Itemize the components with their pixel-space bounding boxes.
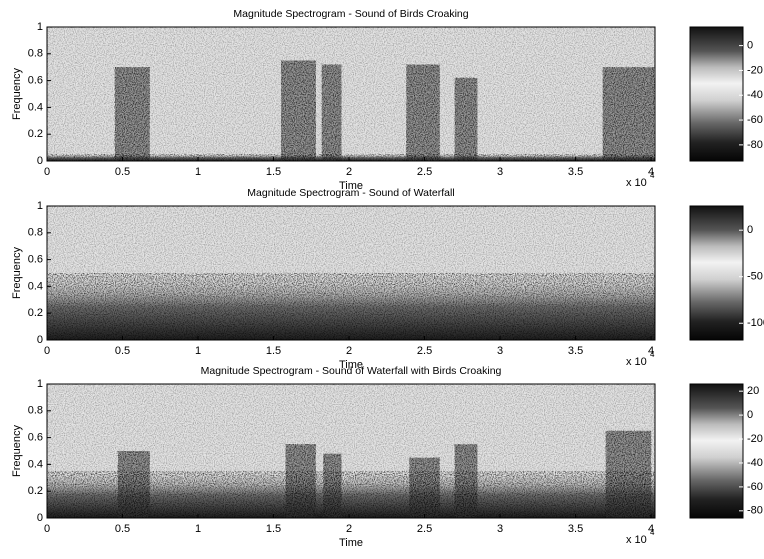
colorbar-tick-label: -20 — [747, 433, 763, 445]
x-tick-label: 0.5 — [115, 523, 130, 535]
x-tick-label: 1.5 — [266, 345, 281, 357]
y-tick-label: 1 — [37, 200, 43, 212]
y-axis-label: Frequency — [11, 247, 23, 299]
chart-title: Magnitude Spectrogram - Sound of Birds C… — [233, 8, 468, 20]
noise-band-texture — [47, 154, 655, 161]
x-axis-label: Time — [339, 180, 363, 192]
burst-texture — [602, 67, 655, 161]
x-tick-label: 0.5 — [115, 166, 130, 178]
burst-texture — [117, 451, 150, 518]
colorbar-tick-label: -80 — [747, 139, 763, 151]
burst-texture — [281, 60, 316, 161]
x-tick-label: 3.5 — [568, 523, 583, 535]
x-axis-label: Time — [339, 537, 363, 549]
y-axis-label: Frequency — [11, 68, 23, 120]
axes-box — [46, 26, 656, 162]
y-tick-label: 0.4 — [28, 280, 43, 292]
x-tick-label: 1.5 — [266, 166, 281, 178]
x-tick-label: 2 — [346, 345, 352, 357]
x-tick-label: 0 — [44, 523, 50, 535]
colorbar-tick-label: -40 — [747, 457, 763, 469]
burst-texture — [406, 64, 440, 161]
y-tick-label: 1 — [37, 21, 43, 33]
chart-title: Magnitude Spectrogram - Sound of Waterfa… — [247, 187, 454, 199]
x-tick-label: 3 — [497, 523, 503, 535]
burst-texture — [323, 453, 342, 518]
x-multiplier: x 10 — [626, 177, 647, 189]
y-tick-label: 0.2 — [28, 485, 43, 497]
colorbar-tick-label: -60 — [747, 114, 763, 126]
x-tick-label: 4 — [648, 523, 654, 535]
y-tick-label: 0 — [37, 155, 43, 167]
burst-texture — [285, 444, 316, 518]
x-multiplier: x 10 — [626, 356, 647, 368]
y-tick-label: 0.6 — [28, 432, 43, 444]
y-tick-label: 0.6 — [28, 254, 43, 266]
y-tick-label: 0.2 — [28, 128, 43, 140]
colorbar — [689, 205, 744, 341]
y-tick-label: 0.4 — [28, 101, 43, 113]
x-tick-label: 0.5 — [115, 345, 130, 357]
x-axis-label: Time — [339, 359, 363, 371]
y-tick-label: 0.2 — [28, 307, 43, 319]
noise-band-texture — [47, 273, 655, 340]
y-tick-label: 1 — [37, 378, 43, 390]
burst-texture — [114, 67, 150, 161]
x-tick-label: 1.5 — [266, 523, 281, 535]
x-tick-label: 1 — [195, 166, 201, 178]
chart-title: Magnitude Spectrogram - Sound of Waterfa… — [201, 365, 502, 377]
colorbar-tick-label: -40 — [747, 89, 763, 101]
y-tick-label: 0 — [37, 334, 43, 346]
x-tick-label: 1 — [195, 523, 201, 535]
y-tick-label: 0.6 — [28, 75, 43, 87]
x-tick-label: 0 — [44, 345, 50, 357]
y-axis-label: Frequency — [11, 425, 23, 477]
x-multiplier-exponent: 4 — [650, 171, 655, 180]
x-tick-label: 2.5 — [417, 523, 432, 535]
x-tick-label: 2.5 — [417, 345, 432, 357]
x-tick-label: 1 — [195, 345, 201, 357]
x-tick-label: 3.5 — [568, 345, 583, 357]
x-multiplier-exponent: 4 — [650, 350, 655, 359]
x-tick-label: 2 — [346, 166, 352, 178]
x-tick-label: 3 — [497, 166, 503, 178]
colorbar — [689, 26, 744, 162]
colorbar-tick-label: -50 — [747, 271, 763, 283]
x-tick-label: 4 — [648, 345, 654, 357]
colorbar — [689, 383, 744, 519]
axes-box — [46, 383, 656, 519]
burst-texture — [454, 77, 478, 161]
colorbar-tick-label: -100 — [747, 317, 764, 329]
burst-texture — [409, 457, 440, 518]
x-tick-label: 3.5 — [568, 166, 583, 178]
x-tick-label: 0 — [44, 166, 50, 178]
spectrogram-panel — [47, 27, 655, 161]
colorbar-tick-label: 20 — [747, 385, 759, 397]
y-tick-label: 0.8 — [28, 48, 43, 60]
y-tick-label: 0.8 — [28, 227, 43, 239]
colorbar-tick-label: 0 — [747, 409, 753, 421]
spectrogram-panel — [47, 384, 655, 518]
burst-texture — [321, 64, 342, 161]
colorbar-tick-label: 0 — [747, 224, 753, 236]
burst-texture — [454, 444, 478, 518]
x-tick-label: 3 — [497, 345, 503, 357]
colorbar-tick-label: -20 — [747, 64, 763, 76]
spectrogram-panel — [47, 206, 655, 340]
x-tick-label: 2 — [346, 523, 352, 535]
axes-box — [46, 205, 656, 341]
colorbar-tick-label: -60 — [747, 481, 763, 493]
y-tick-label: 0.4 — [28, 458, 43, 470]
y-tick-label: 0.8 — [28, 405, 43, 417]
colorbar-tick-label: 0 — [747, 40, 753, 52]
x-tick-label: 4 — [648, 166, 654, 178]
colorbar-tick-label: -80 — [747, 505, 763, 517]
x-multiplier-exponent: 4 — [650, 528, 655, 537]
x-multiplier: x 10 — [626, 534, 647, 546]
x-tick-label: 2.5 — [417, 166, 432, 178]
burst-texture — [605, 430, 652, 518]
y-tick-label: 0 — [37, 512, 43, 524]
